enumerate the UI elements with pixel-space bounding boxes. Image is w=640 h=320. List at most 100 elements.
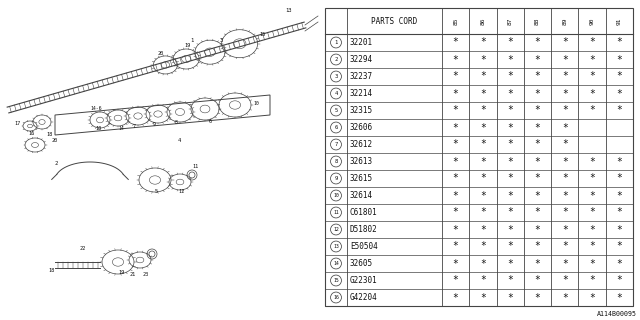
- Text: *: *: [480, 89, 486, 99]
- Text: *: *: [508, 173, 513, 183]
- Text: 32237: 32237: [350, 72, 373, 81]
- Text: 32294: 32294: [350, 55, 373, 64]
- Text: *: *: [589, 190, 595, 201]
- Text: 11: 11: [192, 164, 198, 169]
- Text: *: *: [452, 259, 459, 268]
- Text: 16: 16: [333, 295, 339, 300]
- Text: *: *: [452, 106, 459, 116]
- Text: 17: 17: [14, 121, 20, 126]
- Text: 32614: 32614: [350, 191, 373, 200]
- Text: 14-6: 14-6: [90, 106, 102, 111]
- Text: 2: 2: [55, 161, 58, 166]
- Text: 32214: 32214: [350, 89, 373, 98]
- Text: G22301: G22301: [350, 276, 378, 285]
- Text: *: *: [452, 89, 459, 99]
- Text: 14: 14: [333, 261, 339, 266]
- Text: *: *: [480, 292, 486, 302]
- Text: C61801: C61801: [350, 208, 378, 217]
- Text: 87: 87: [508, 17, 513, 25]
- Text: 1: 1: [190, 38, 193, 43]
- Text: *: *: [589, 71, 595, 82]
- Text: *: *: [452, 190, 459, 201]
- Text: *: *: [589, 259, 595, 268]
- Text: 12: 12: [178, 189, 184, 194]
- Text: *: *: [562, 259, 568, 268]
- Text: G42204: G42204: [350, 293, 378, 302]
- Text: *: *: [480, 156, 486, 166]
- Text: 11: 11: [333, 210, 339, 215]
- Text: *: *: [508, 37, 513, 47]
- Text: *: *: [452, 173, 459, 183]
- Text: *: *: [480, 37, 486, 47]
- Text: 15: 15: [333, 278, 339, 283]
- Text: *: *: [452, 140, 459, 149]
- Text: *: *: [508, 292, 513, 302]
- Text: *: *: [589, 54, 595, 65]
- Text: *: *: [616, 292, 622, 302]
- Text: 88: 88: [535, 17, 540, 25]
- Text: *: *: [562, 207, 568, 218]
- Text: *: *: [616, 225, 622, 235]
- Text: *: *: [508, 106, 513, 116]
- Text: *: *: [508, 207, 513, 218]
- Text: *: *: [562, 106, 568, 116]
- Text: *: *: [562, 140, 568, 149]
- Text: *: *: [534, 190, 540, 201]
- Text: 13: 13: [333, 244, 339, 249]
- Text: *: *: [480, 207, 486, 218]
- Text: 19: 19: [118, 270, 124, 275]
- Text: *: *: [616, 106, 622, 116]
- Text: 3: 3: [220, 38, 223, 43]
- Text: *: *: [562, 123, 568, 132]
- Text: *: *: [589, 276, 595, 285]
- Text: 32606: 32606: [350, 123, 373, 132]
- Text: *: *: [589, 225, 595, 235]
- Text: *: *: [508, 156, 513, 166]
- Text: *: *: [562, 225, 568, 235]
- Text: *: *: [534, 242, 540, 252]
- Text: *: *: [480, 71, 486, 82]
- Text: 85: 85: [453, 17, 458, 25]
- Text: *: *: [452, 156, 459, 166]
- Text: *: *: [616, 276, 622, 285]
- Text: 21: 21: [130, 272, 136, 277]
- Text: *: *: [452, 207, 459, 218]
- Text: *: *: [452, 123, 459, 132]
- Text: *: *: [480, 242, 486, 252]
- Text: *: *: [452, 276, 459, 285]
- Text: *: *: [480, 173, 486, 183]
- Text: *: *: [534, 156, 540, 166]
- Text: *: *: [616, 173, 622, 183]
- Text: 10: 10: [95, 126, 101, 131]
- Text: D51802: D51802: [350, 225, 378, 234]
- Text: *: *: [534, 54, 540, 65]
- Text: 1: 1: [334, 40, 338, 45]
- Text: 32315: 32315: [350, 106, 373, 115]
- Text: 23: 23: [143, 272, 149, 277]
- Text: 5: 5: [334, 108, 338, 113]
- Text: *: *: [562, 173, 568, 183]
- Text: *: *: [508, 276, 513, 285]
- Text: 7: 7: [334, 142, 338, 147]
- Text: *: *: [562, 37, 568, 47]
- Text: *: *: [508, 259, 513, 268]
- Text: *: *: [616, 54, 622, 65]
- Text: *: *: [562, 242, 568, 252]
- Text: *: *: [480, 190, 486, 201]
- Text: *: *: [589, 207, 595, 218]
- Text: *: *: [616, 37, 622, 47]
- Text: *: *: [480, 140, 486, 149]
- Text: *: *: [616, 190, 622, 201]
- Text: *: *: [589, 156, 595, 166]
- Text: *: *: [508, 123, 513, 132]
- Text: *: *: [534, 106, 540, 116]
- Text: 18: 18: [46, 132, 52, 137]
- Text: 7: 7: [133, 124, 136, 129]
- Text: *: *: [480, 123, 486, 132]
- Text: *: *: [534, 225, 540, 235]
- Text: 19: 19: [184, 43, 191, 48]
- Text: *: *: [534, 140, 540, 149]
- Text: *: *: [534, 37, 540, 47]
- Text: *: *: [480, 276, 486, 285]
- Text: PARTS CORD: PARTS CORD: [371, 17, 418, 26]
